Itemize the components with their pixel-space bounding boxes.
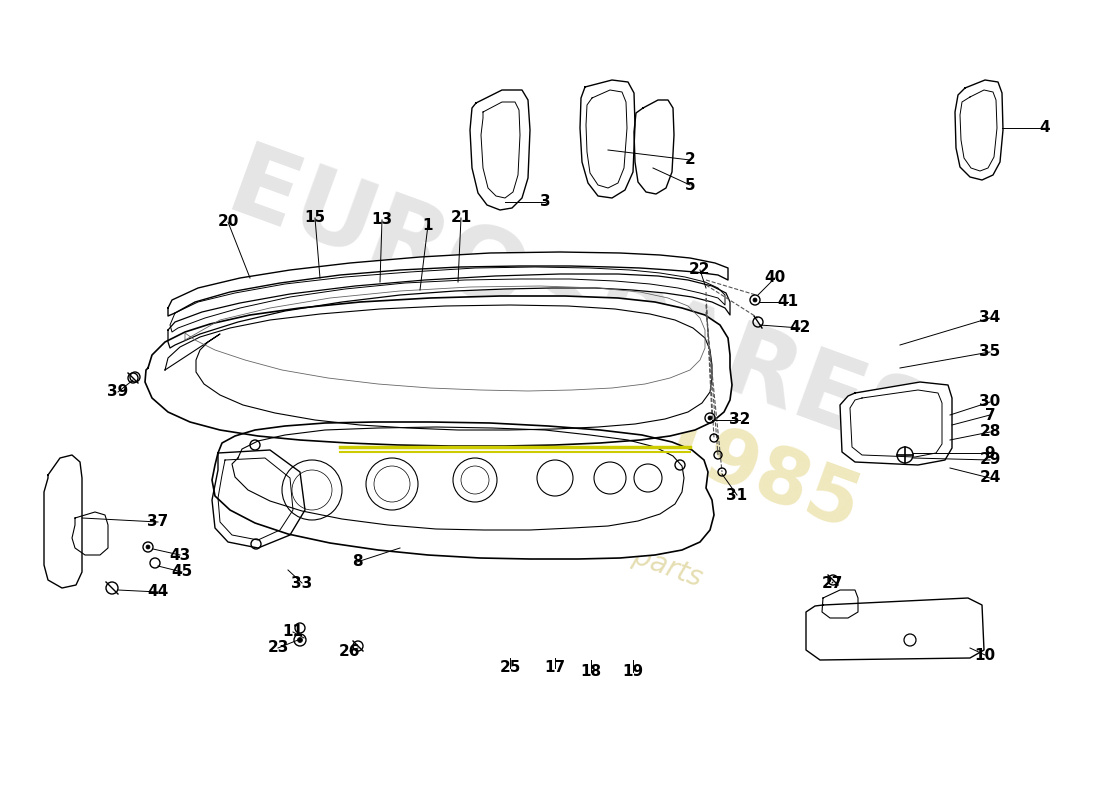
Text: 30: 30 <box>979 394 1001 410</box>
Text: 45: 45 <box>172 565 192 579</box>
Circle shape <box>297 638 302 642</box>
Text: 40: 40 <box>764 270 785 286</box>
Text: 18: 18 <box>581 665 602 679</box>
Text: 31: 31 <box>726 487 748 502</box>
Polygon shape <box>170 267 725 332</box>
Text: 33: 33 <box>292 575 312 590</box>
Text: 20: 20 <box>218 214 239 230</box>
Text: 24: 24 <box>979 470 1001 486</box>
Text: 39: 39 <box>108 385 129 399</box>
Polygon shape <box>840 382 952 465</box>
Text: 4: 4 <box>1040 121 1050 135</box>
Text: 29: 29 <box>979 453 1001 467</box>
Text: 25: 25 <box>499 661 520 675</box>
Text: 10: 10 <box>975 647 996 662</box>
Text: 37: 37 <box>147 514 168 530</box>
Text: 5: 5 <box>684 178 695 193</box>
Polygon shape <box>168 274 730 348</box>
Polygon shape <box>44 455 82 588</box>
Polygon shape <box>168 252 728 316</box>
Text: 17: 17 <box>544 661 565 675</box>
Text: a passion for parts: a passion for parts <box>453 478 706 593</box>
Text: 35: 35 <box>979 345 1001 359</box>
Text: 15: 15 <box>305 210 326 226</box>
Text: 34: 34 <box>979 310 1001 326</box>
Polygon shape <box>212 422 714 559</box>
Circle shape <box>708 416 712 420</box>
Text: 21: 21 <box>450 210 472 226</box>
Text: 19: 19 <box>623 665 643 679</box>
Text: 32: 32 <box>729 413 750 427</box>
Text: 43: 43 <box>169 547 190 562</box>
Text: since 1985: since 1985 <box>410 316 870 544</box>
Text: 26: 26 <box>339 643 361 658</box>
Polygon shape <box>580 80 635 198</box>
Polygon shape <box>806 598 984 660</box>
Text: 41: 41 <box>778 294 799 310</box>
Text: 22: 22 <box>690 262 711 278</box>
Polygon shape <box>145 296 732 446</box>
Circle shape <box>754 298 757 302</box>
Text: 23: 23 <box>267 641 288 655</box>
Text: 27: 27 <box>822 575 843 590</box>
Text: 11: 11 <box>283 625 304 639</box>
Polygon shape <box>822 590 858 618</box>
Text: 2: 2 <box>684 153 695 167</box>
Polygon shape <box>634 100 674 194</box>
Text: EUROSPARES: EUROSPARES <box>214 138 945 482</box>
Text: 3: 3 <box>540 194 550 210</box>
Polygon shape <box>72 512 108 555</box>
Polygon shape <box>470 90 530 210</box>
Text: 28: 28 <box>979 425 1001 439</box>
Text: 7: 7 <box>984 407 996 422</box>
Text: 1: 1 <box>422 218 433 233</box>
Text: 9: 9 <box>984 446 996 461</box>
Polygon shape <box>212 450 305 548</box>
Polygon shape <box>955 80 1003 180</box>
Text: 8: 8 <box>352 554 362 570</box>
Circle shape <box>146 545 150 549</box>
Text: 13: 13 <box>372 213 393 227</box>
Text: 44: 44 <box>147 585 168 599</box>
Text: 42: 42 <box>790 321 811 335</box>
